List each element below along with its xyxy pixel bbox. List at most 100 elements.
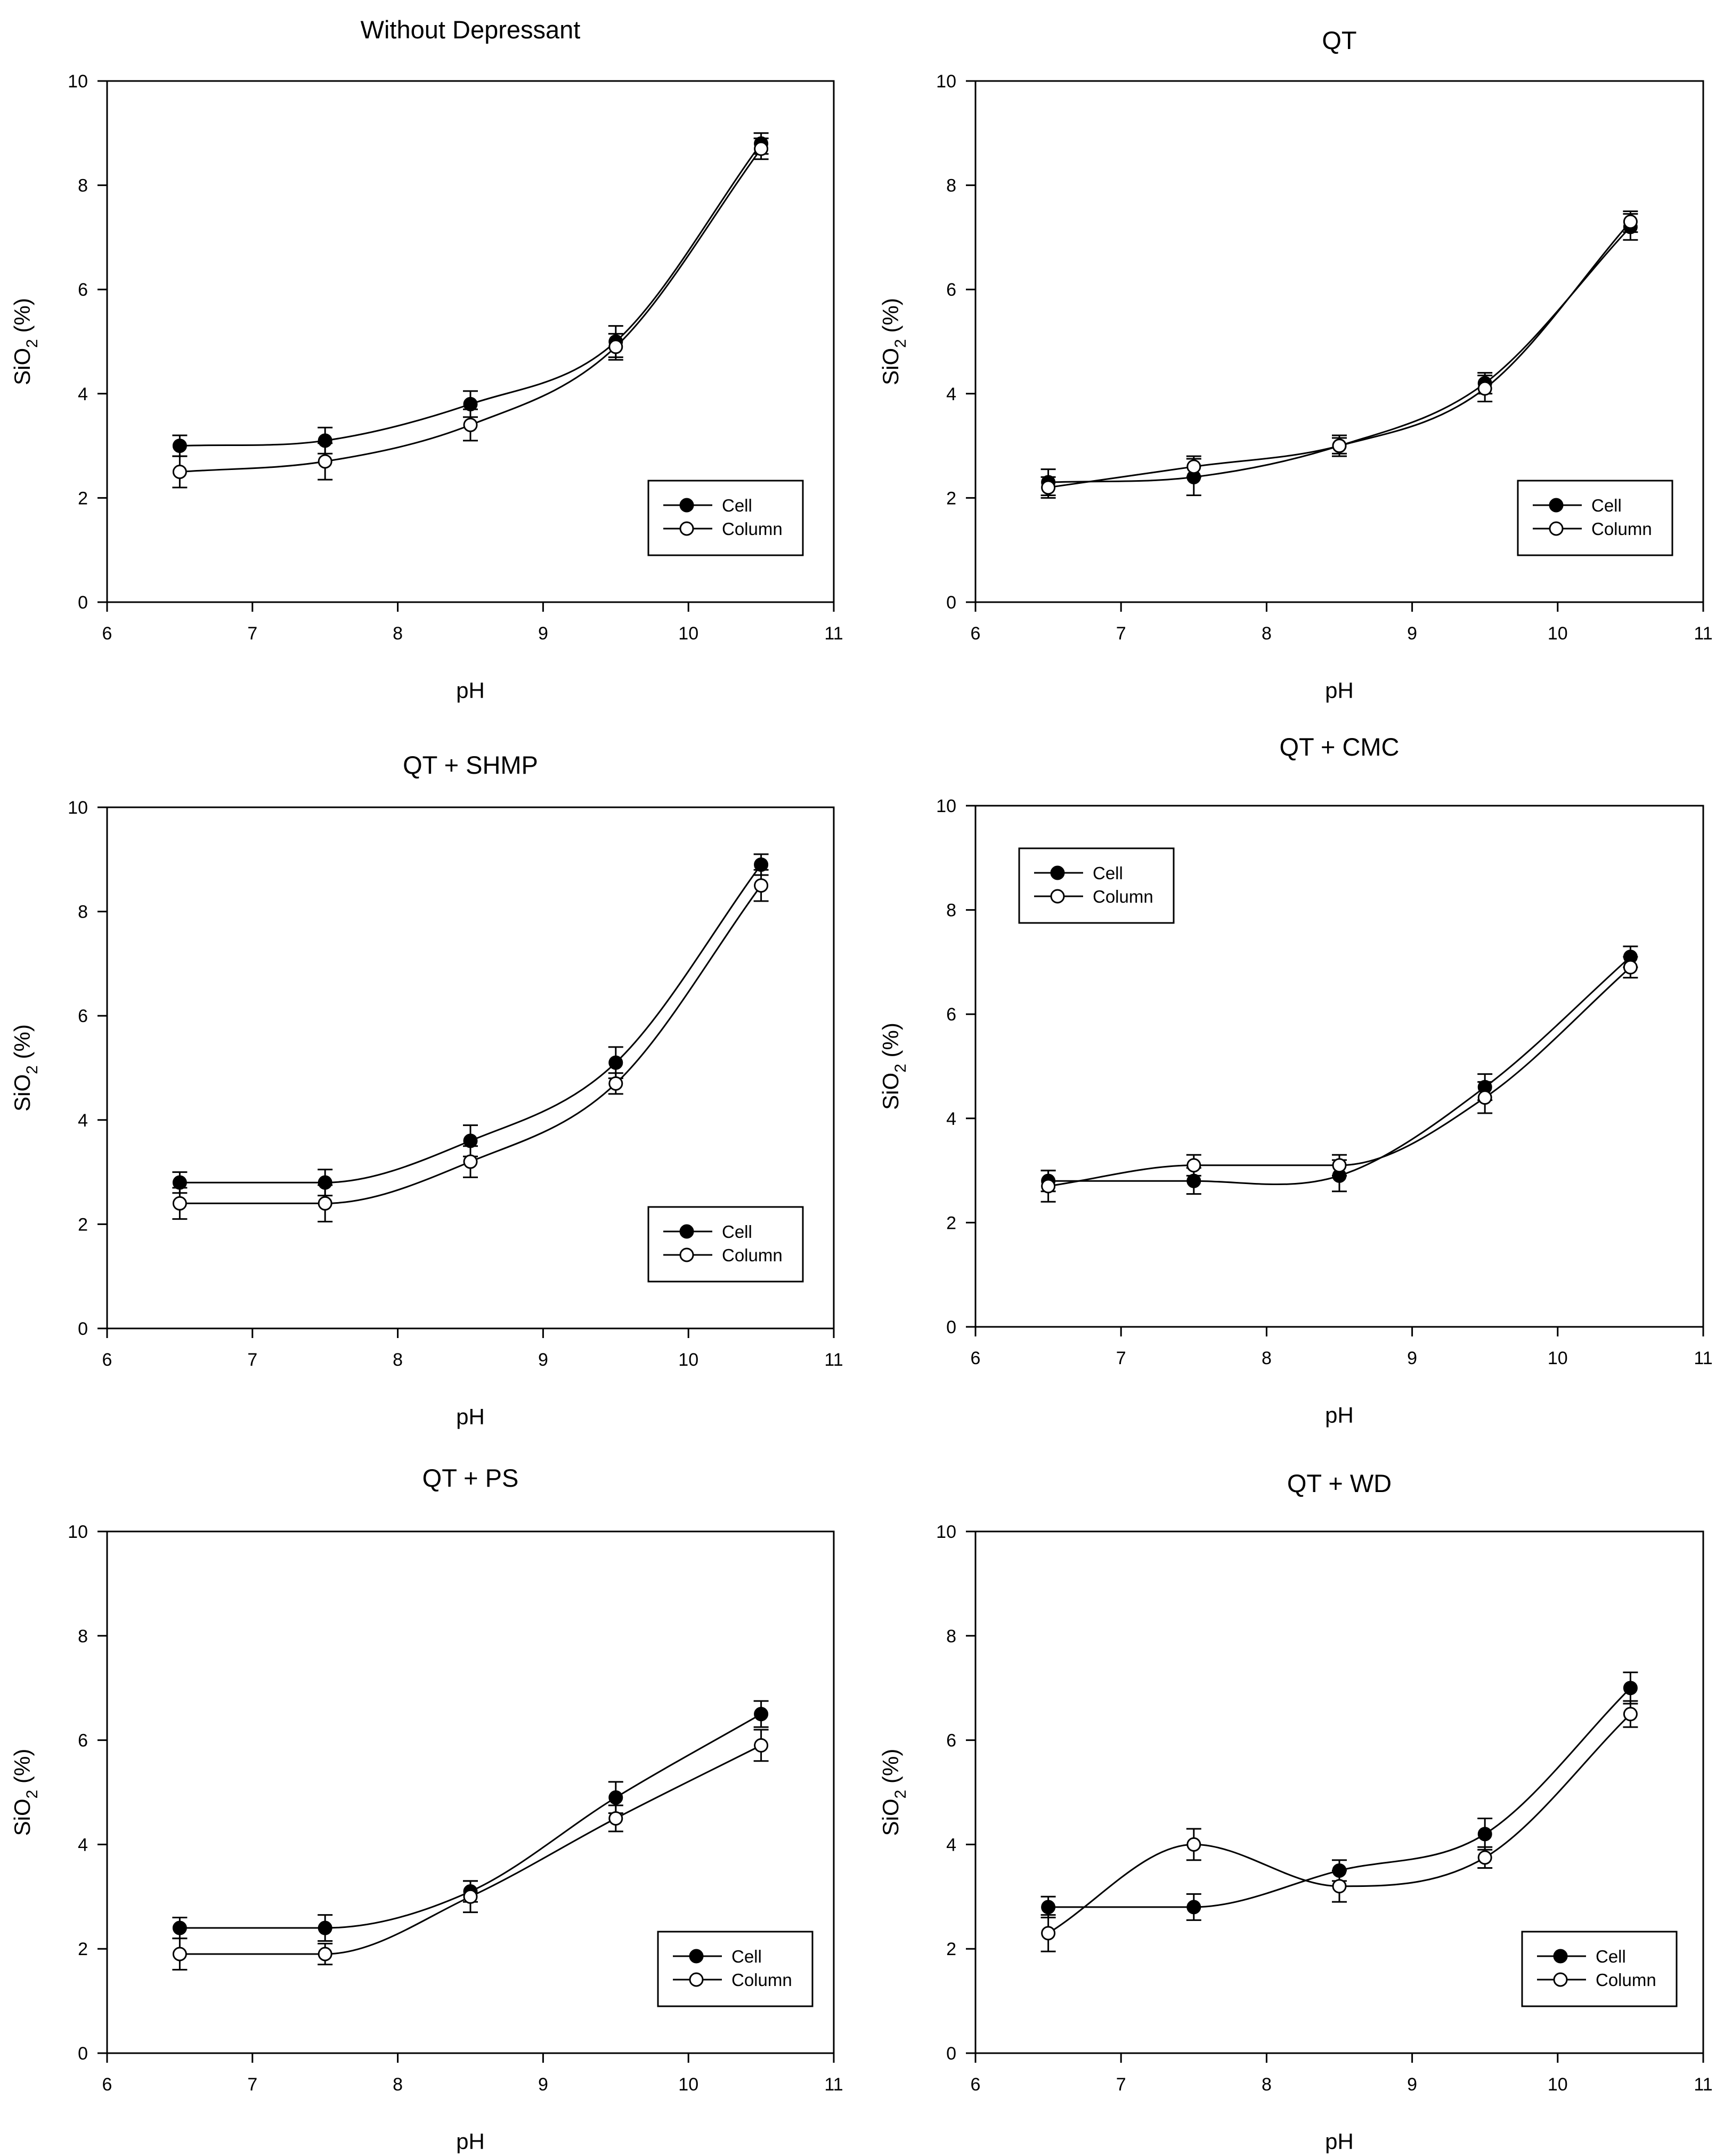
y-axis-label: SiO2 (%): [878, 1749, 909, 1836]
data-point-column: [608, 339, 623, 354]
data-point-column: [1041, 480, 1056, 495]
legend-box: [1521, 1931, 1678, 2007]
data-point-column: [1186, 1158, 1201, 1173]
data-point-column: [1477, 1850, 1492, 1865]
x-tick-label: 10: [678, 623, 698, 644]
series-column: [172, 869, 769, 1223]
legend-label: Cell: [731, 1947, 762, 1966]
y-tick-label: 10: [68, 71, 88, 92]
legend-label: Column: [1596, 1970, 1656, 1990]
x-tick-label: 6: [102, 623, 112, 644]
data-point-column: [463, 1154, 478, 1169]
chart-title: Without Depressant: [361, 15, 581, 44]
x-axis-label: pH: [456, 1404, 485, 1429]
data-point-column: [1623, 214, 1638, 229]
y-tick-label: 4: [78, 1835, 88, 1855]
data-point-column: [172, 1947, 187, 1962]
data-point-column: [1332, 1879, 1347, 1894]
y-tick-label: 8: [946, 176, 956, 196]
data-point-cell: [1477, 1827, 1492, 1842]
x-tick-label: 11: [824, 1350, 843, 1370]
y-tick-label: 10: [936, 796, 956, 816]
legend-marker-cell: [689, 1949, 704, 1964]
y-axis-label-subscript: 2: [892, 339, 909, 348]
y-tick-label: 10: [936, 1522, 956, 1542]
data-point-column: [1041, 1926, 1056, 1941]
y-tick-label: 8: [946, 1626, 956, 1647]
legend-marker-column: [679, 521, 694, 536]
legend: Cell Column: [647, 480, 804, 556]
series-cell: [1040, 1671, 1638, 1921]
data-point-column: [318, 1947, 332, 1962]
legend: Cell Column: [1521, 1931, 1678, 2007]
legend-label: Column: [731, 1970, 792, 1990]
y-axis-label: SiO2 (%): [10, 1024, 41, 1112]
y-tick-label: 8: [78, 176, 88, 196]
x-tick-label: 7: [1116, 1348, 1126, 1368]
series-cell: [172, 132, 769, 457]
legend: Cell Column: [1517, 480, 1673, 556]
series-line-cell: [1048, 956, 1631, 1186]
y-axis-label-subscript: 2: [892, 1790, 909, 1799]
chart-title: QT + PS: [422, 1464, 519, 1492]
y-tick-label: 0: [78, 2044, 88, 2064]
x-axis-label: pH: [456, 678, 485, 703]
series-line-column: [180, 148, 762, 473]
legend: Cell Column: [657, 1931, 814, 2007]
y-axis-label: SiO2 (%): [10, 1749, 41, 1836]
y-tick-label: 6: [78, 1731, 88, 1751]
legend: Cell Column: [647, 1206, 804, 1283]
series-cell: [172, 853, 769, 1197]
plot-frame: [974, 805, 1704, 1328]
legend-marker-cell: [1549, 498, 1564, 513]
x-tick-label: 8: [393, 2074, 403, 2095]
chart-panel-1: Without Depressant 6 7 8 9 10 11 0 2 4 6 8 10 pH SiO2 …: [10, 15, 843, 703]
series-column: [172, 1729, 769, 1971]
legend-marker-column: [689, 1972, 704, 1987]
y-tick-label: 4: [78, 384, 88, 404]
legend-box: [647, 480, 804, 556]
y-axis-label-unit: (%): [10, 1024, 35, 1065]
y-tick-label: 2: [946, 488, 956, 508]
x-tick-label: 6: [971, 623, 981, 644]
y-tick-label: 6: [946, 1004, 956, 1025]
x-tick-label: 7: [247, 2074, 257, 2095]
legend-label: Column: [722, 1245, 783, 1265]
legend-marker-cell: [1553, 1949, 1568, 1964]
x-tick-label: 10: [678, 1350, 698, 1370]
x-tick-label: 9: [538, 623, 548, 644]
y-axis-label: SiO2 (%): [878, 298, 909, 385]
legend-box: [1018, 847, 1175, 924]
x-tick-label: 9: [1407, 623, 1417, 644]
y-tick-label: 4: [946, 1109, 956, 1129]
x-tick-label: 6: [971, 1348, 981, 1368]
plot-frame: [106, 1530, 835, 2054]
x-tick-label: 10: [1548, 1348, 1568, 1368]
data-point-column: [608, 1076, 623, 1091]
legend-label: Column: [1591, 519, 1652, 539]
data-point-column: [754, 1738, 769, 1753]
y-tick-label: 8: [78, 1626, 88, 1647]
legend-box: [657, 1931, 814, 2007]
y-axis-label-main: SiO: [878, 1073, 903, 1110]
y-axis-label-unit: (%): [878, 1023, 903, 1064]
series-line-cell: [180, 864, 762, 1184]
y-tick-label: 0: [78, 1319, 88, 1339]
series-line-column: [180, 885, 762, 1204]
y-tick-label: 0: [946, 593, 956, 613]
data-point-column: [608, 1811, 623, 1826]
x-tick-label: 11: [1694, 623, 1712, 644]
legend-label: Cell: [1093, 863, 1123, 883]
series-line-column: [180, 1745, 762, 1955]
data-point-column: [463, 417, 478, 432]
x-tick-label: 10: [678, 2074, 698, 2095]
data-point-column: [1186, 459, 1201, 474]
data-point-column: [1477, 381, 1492, 396]
chart-title: QT + WD: [1287, 1469, 1392, 1497]
x-tick-label: 11: [824, 2074, 843, 2095]
data-point-cell: [608, 1055, 623, 1070]
legend-marker-column: [1050, 889, 1065, 904]
legend-marker-cell: [1050, 865, 1065, 880]
